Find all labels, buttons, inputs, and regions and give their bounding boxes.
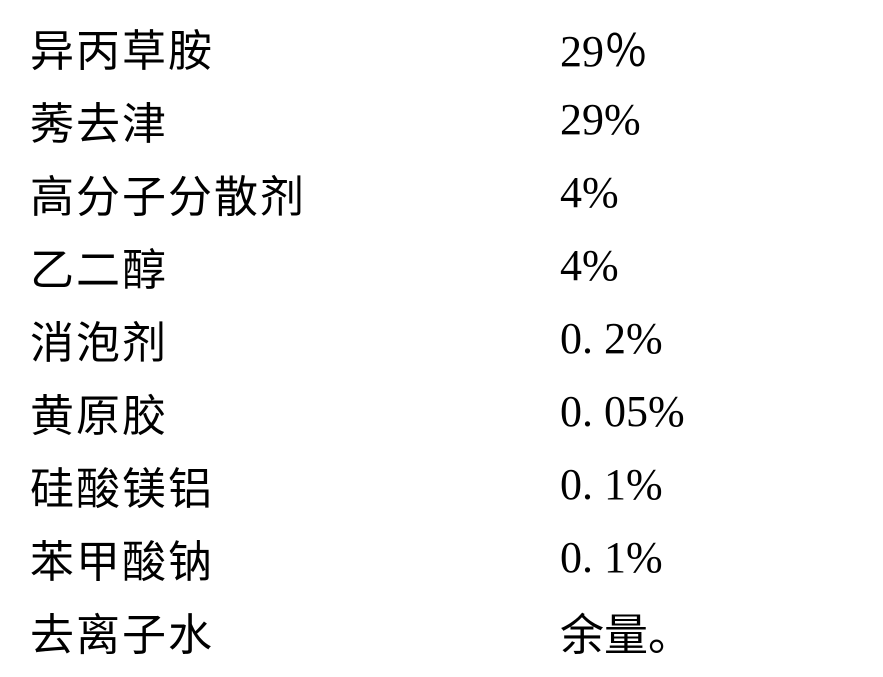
ingredient-value: 0. 1% (560, 532, 663, 583)
ingredient-value: 0. 2% (560, 313, 663, 364)
table-row: 莠去津 29% (30, 83, 853, 156)
ingredient-value: 4% (560, 167, 619, 218)
composition-table: 异丙草胺 29％ 莠去津 29% 高分子分散剂 4% 乙二醇 4% 消泡剂 0.… (30, 10, 853, 667)
ingredient-label: 黄原胶 (30, 380, 560, 444)
ingredient-label: 高分子分散剂 (30, 161, 560, 225)
ingredient-label: 乙二醇 (30, 234, 560, 298)
ingredient-value: 余量。 (560, 599, 692, 663)
table-row: 苯甲酸钠 0. 1% (30, 521, 853, 594)
table-row: 黄原胶 0. 05% (30, 375, 853, 448)
ingredient-value: 0. 1% (560, 459, 663, 510)
table-row: 异丙草胺 29％ (30, 10, 853, 83)
table-row: 消泡剂 0. 2% (30, 302, 853, 375)
ingredient-label: 消泡剂 (30, 307, 560, 371)
ingredient-label: 苯甲酸钠 (30, 526, 560, 590)
ingredient-label: 去离子水 (30, 599, 560, 663)
table-row: 乙二醇 4% (30, 229, 853, 302)
ingredient-label: 异丙草胺 (30, 15, 560, 79)
table-row: 去离子水 余量。 (30, 594, 853, 667)
ingredient-value: 29% (560, 94, 641, 145)
table-row: 高分子分散剂 4% (30, 156, 853, 229)
ingredient-value: 4% (560, 240, 619, 291)
ingredient-label: 硅酸镁铝 (30, 453, 560, 517)
ingredient-label: 莠去津 (30, 88, 560, 152)
table-row: 硅酸镁铝 0. 1% (30, 448, 853, 521)
ingredient-value: 0. 05% (560, 386, 685, 437)
ingredient-value: 29％ (560, 15, 648, 79)
